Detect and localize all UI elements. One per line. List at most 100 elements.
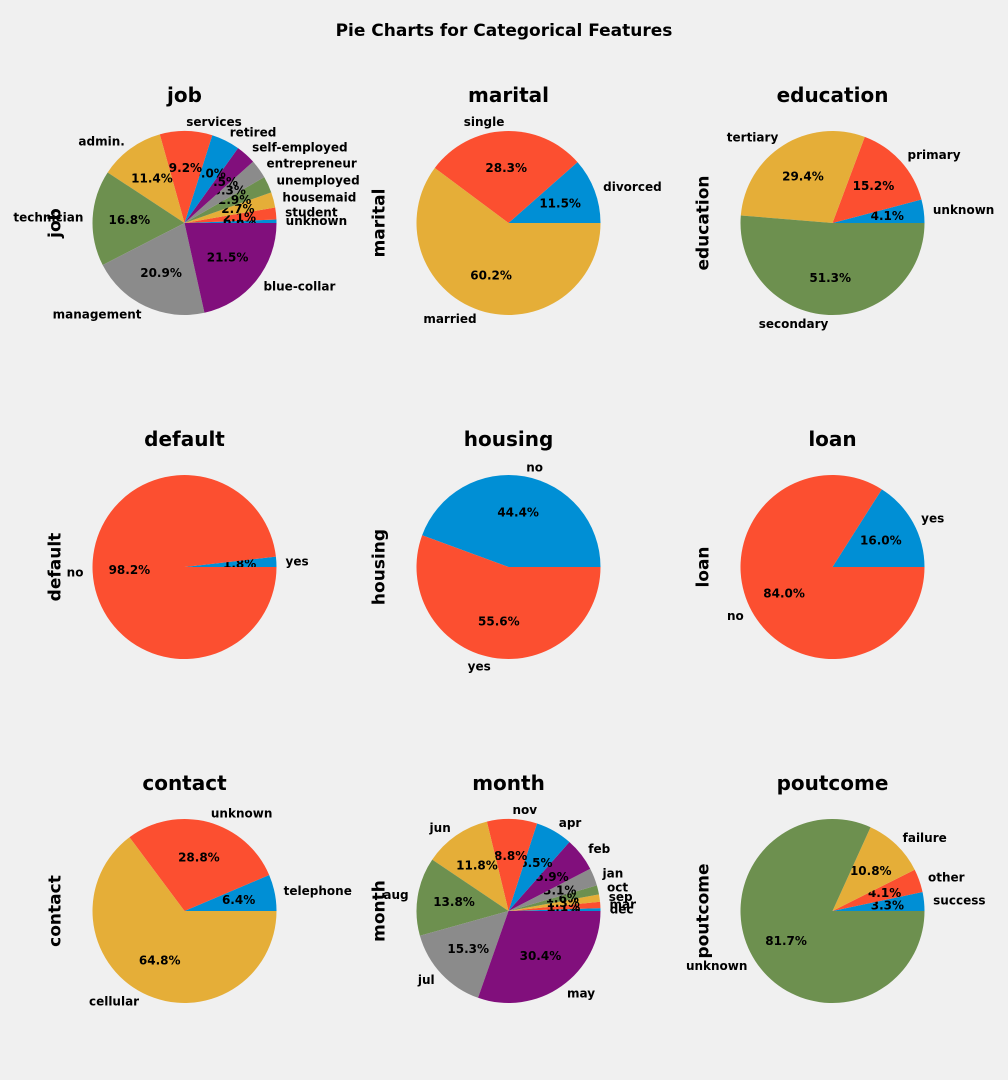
y-axis-label-education: education [694, 175, 714, 270]
pct-label-education-primary: 15.2% [853, 179, 895, 193]
pct-label-education-unknown: 4.1% [871, 209, 904, 223]
slice-label-poutcome-failure: failure [903, 831, 947, 845]
pct-label-job-blue-collar: 21.5% [207, 251, 249, 265]
pct-label-month-feb: 5.9% [535, 870, 568, 884]
pie-slice-month-aug [416, 859, 509, 936]
pie-slice-poutcome-unknown [740, 819, 925, 1004]
slice-label-marital-divorced: divorced [603, 180, 662, 194]
pct-label-loan-yes: 16.0% [860, 533, 902, 547]
slice-label-job-retired: retired [230, 125, 277, 139]
pie-slice-education-primary [832, 136, 922, 223]
pct-label-poutcome-failure: 10.8% [850, 864, 892, 878]
pie-slice-job-management [102, 223, 205, 315]
pct-label-month-jul: 15.3% [447, 942, 489, 956]
y-axis-label-job: job [46, 208, 66, 239]
slice-label-month-dec: dec [610, 902, 634, 916]
chart-title-job: job [166, 83, 202, 107]
pie-slice-month-apr [508, 823, 570, 911]
pct-label-contact-unknown: 28.8% [178, 851, 220, 865]
pie-slice-month-may [478, 911, 601, 1003]
pct-label-poutcome-unknown: 81.7% [765, 934, 807, 948]
slice-label-job-unemployed: unemployed [276, 174, 359, 188]
pct-label-education-tertiary: 29.4% [782, 169, 824, 183]
slice-label-job-technician: technician [13, 211, 83, 225]
slice-label-education-tertiary: tertiary [727, 131, 779, 145]
y-axis-label-loan: loan [694, 546, 714, 587]
pie-slice-marital-divorced [508, 162, 601, 223]
pie-slice-month-jun [432, 821, 509, 911]
pie-slice-marital-single [434, 131, 578, 223]
pct-label-default-no: 98.2% [109, 563, 151, 577]
slice-label-contact-telephone: telephone [284, 884, 352, 898]
chart-title-month: month [472, 771, 545, 795]
slice-label-month-jul: jul [417, 973, 435, 987]
pie-slice-loan-no [740, 474, 925, 659]
chart-title-poutcome: poutcome [777, 771, 889, 795]
pct-label-housing-yes: 55.6% [478, 614, 520, 628]
pie-slice-job-technician [92, 172, 185, 266]
slice-label-contact-unknown: unknown [211, 806, 272, 820]
chart-title-contact: contact [142, 771, 227, 795]
y-axis-label-poutcome: poutcome [694, 863, 714, 958]
slice-label-loan-yes: yes [921, 511, 944, 525]
slice-label-poutcome-unknown: unknown [686, 959, 747, 973]
slice-label-month-jan: jan [601, 866, 623, 880]
slice-label-job-services: services [186, 115, 242, 129]
slice-label-education-unknown: unknown [933, 203, 994, 217]
pie-slice-job-entrepreneur [184, 161, 265, 223]
pie-slice-month-oct [508, 885, 599, 911]
pct-label-marital-divorced: 11.5% [539, 196, 581, 210]
pct-label-education-secondary: 51.3% [809, 271, 851, 285]
slice-label-contact-cellular: cellular [89, 994, 139, 1008]
chart-title-loan: loan [808, 427, 856, 451]
pie-slice-poutcome-other [832, 869, 923, 911]
slice-label-job-management: management [53, 308, 142, 322]
pie-slice-education-secondary [740, 215, 925, 316]
slice-label-loan-no: no [727, 609, 744, 623]
slice-label-month-apr: apr [559, 816, 582, 830]
chart-title-default: default [144, 427, 225, 451]
slice-label-job-entrepreneur: entrepreneur [267, 157, 357, 171]
pie-slice-job-unemployed [184, 177, 272, 223]
pie-slice-loan-yes [832, 489, 925, 567]
pie-slice-month-jul [419, 911, 509, 998]
slice-label-housing-yes: yes [468, 660, 491, 674]
slice-label-job-unknown: unknown [286, 214, 347, 228]
pie-chart-education: education education unknown 4.1% primary 15.2… [694, 83, 995, 331]
slice-label-job-self-employed: self-employed [252, 141, 348, 155]
pie-slice-job-self-employed [184, 148, 254, 223]
slice-label-poutcome-success: success [933, 894, 985, 908]
slice-label-month-jun: jun [429, 821, 451, 835]
pie-slice-contact-cellular [92, 837, 277, 1004]
pie-chart-poutcome: poutcome poutcome success 3.3% other 4.1% fail… [686, 771, 986, 1004]
pie-slice-job-services [159, 130, 213, 223]
figure-title: Pie Charts for Categorical Features [336, 21, 673, 41]
pie-slice-default-yes [184, 556, 277, 567]
pct-label-job-admin.: 11.4% [131, 171, 173, 185]
pie-slice-marital-married [416, 167, 601, 316]
pie-slice-contact-telephone [184, 874, 277, 911]
pct-label-month-jun: 11.8% [456, 859, 498, 873]
slice-label-education-primary: primary [908, 148, 961, 162]
slice-label-job-admin.: admin. [78, 134, 124, 148]
pct-label-job-services: 9.2% [169, 161, 202, 175]
slice-label-marital-single: single [464, 115, 505, 129]
slice-label-month-aug: aug [383, 888, 408, 902]
pie-slice-job-student [184, 207, 277, 223]
pct-label-marital-married: 60.2% [470, 268, 512, 282]
pie-slice-job-unknown [184, 219, 277, 223]
pct-label-month-may: 30.4% [520, 949, 562, 963]
y-axis-label-contact: contact [46, 875, 66, 947]
pct-label-poutcome-other: 4.1% [868, 886, 901, 900]
pie-slice-housing-yes [416, 535, 601, 660]
slice-label-education-secondary: secondary [759, 317, 829, 331]
pie-slice-job-admin. [107, 134, 185, 223]
pct-label-month-nov: 8.8% [494, 849, 527, 863]
slice-label-default-no: no [67, 566, 84, 580]
pie-slice-month-dec [508, 908, 601, 911]
pie-chart-contact: contact contact telephone 6.4% unknown 28.8% c… [46, 771, 352, 1008]
pie-slice-default-no [92, 475, 277, 660]
